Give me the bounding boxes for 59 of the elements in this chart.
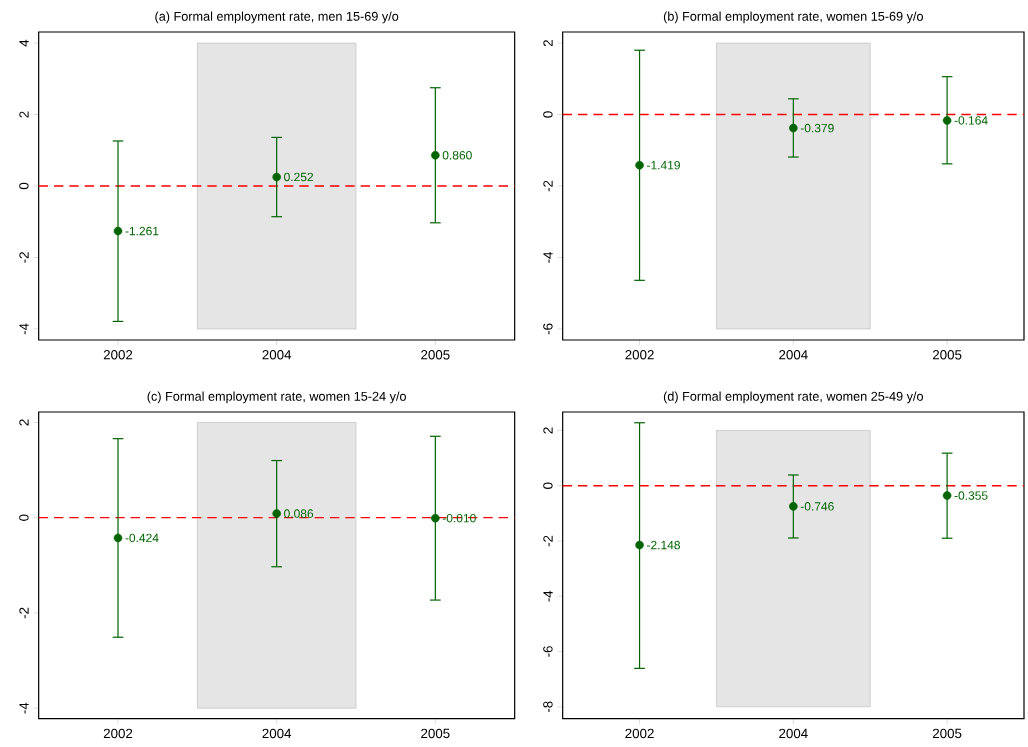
x-tick-label: 2005 bbox=[932, 350, 962, 360]
y-tick-label: 2 bbox=[19, 111, 29, 118]
y-tick-label: 0 bbox=[19, 514, 29, 522]
data-label: -0.164 bbox=[954, 116, 988, 125]
point bbox=[635, 161, 644, 170]
y-tick-label: -6 bbox=[543, 646, 553, 658]
y-tick-label: 0 bbox=[543, 111, 553, 118]
x-tick-label: 2005 bbox=[421, 350, 450, 360]
chart-title: (b) Formal employment rate, women 15-69 y/o bbox=[663, 11, 923, 24]
y-tick-label: -2 bbox=[543, 535, 553, 547]
chart-title: (a) Formal employment rate, men 15-69 y/o bbox=[155, 11, 399, 24]
data-label: -0.746 bbox=[800, 502, 834, 511]
y-tick-label: 2 bbox=[543, 40, 553, 47]
y-tick-label: 2 bbox=[19, 419, 29, 426]
x-tick-label: 2005 bbox=[932, 728, 962, 739]
y-tick-label: -6 bbox=[543, 323, 553, 335]
point bbox=[942, 116, 952, 125]
y-tick-label: -2 bbox=[19, 252, 29, 263]
data-label: -1.419 bbox=[647, 161, 680, 170]
point bbox=[635, 541, 644, 550]
y-tick-label: 0 bbox=[19, 182, 29, 190]
x-tick-label: 2004 bbox=[262, 350, 292, 360]
y-tick-label: 0 bbox=[543, 482, 553, 490]
chart-title: (d) Formal employment rate, women 25-49 y/o bbox=[663, 391, 923, 404]
data-label: 0.252 bbox=[284, 172, 314, 182]
y-tick-label: -4 bbox=[19, 702, 29, 714]
y-tick-label: -4 bbox=[19, 323, 29, 335]
data-label: -0.355 bbox=[954, 491, 988, 500]
point bbox=[113, 226, 123, 236]
x-tick-label: 2002 bbox=[625, 728, 654, 739]
y-tick-label: 4 bbox=[19, 39, 29, 47]
data-label: -1.261 bbox=[125, 226, 159, 236]
point bbox=[272, 509, 281, 519]
y-tick-label: -2 bbox=[543, 180, 553, 192]
x-tick-label: 2005 bbox=[421, 728, 450, 739]
x-tick-label: 2002 bbox=[103, 350, 133, 360]
data-label: 0.086 bbox=[284, 509, 314, 519]
point bbox=[789, 502, 798, 511]
x-tick-label: 2004 bbox=[779, 350, 808, 360]
y-tick-label: -4 bbox=[543, 252, 553, 263]
y-tick-label: -4 bbox=[543, 590, 553, 602]
x-tick-label: 2004 bbox=[779, 728, 808, 739]
point bbox=[789, 123, 798, 133]
data-label: -2.148 bbox=[647, 541, 680, 550]
data-label: 0.860 bbox=[442, 151, 472, 160]
y-tick-label: -8 bbox=[543, 701, 553, 713]
chart-title: (c) Formal employment rate, women 15-24 y/o bbox=[147, 391, 406, 404]
data-label: -0.379 bbox=[800, 124, 834, 133]
y-tick-label: 2 bbox=[543, 427, 553, 434]
point bbox=[113, 533, 123, 543]
y-tick-label: -2 bbox=[19, 607, 29, 619]
x-tick-label: 2004 bbox=[262, 728, 292, 739]
point bbox=[431, 514, 440, 523]
data-label: -0.424 bbox=[125, 533, 159, 543]
x-tick-label: 2002 bbox=[625, 350, 654, 360]
x-tick-label: 2002 bbox=[103, 728, 133, 739]
point bbox=[942, 491, 952, 500]
point bbox=[431, 151, 440, 160]
point bbox=[272, 172, 281, 182]
